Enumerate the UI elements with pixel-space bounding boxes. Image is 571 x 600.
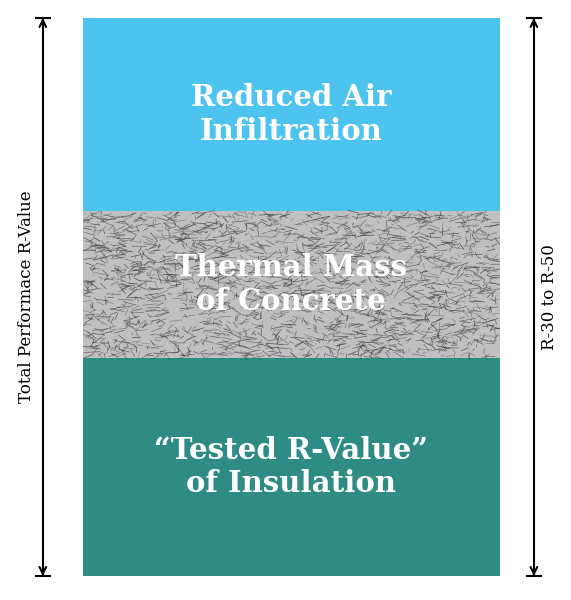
Text: R-30 to R-50: R-30 to R-50: [541, 244, 558, 350]
Bar: [83, 18, 500, 211]
Text: Thermal Mass
of Concrete: Thermal Mass of Concrete: [175, 253, 407, 316]
Text: Total Performace R-Value: Total Performace R-Value: [18, 191, 35, 403]
Text: Reduced Air
Infiltration: Reduced Air Infiltration: [191, 83, 392, 146]
Bar: [83, 358, 500, 576]
Text: “Tested R-Value”
of Insulation: “Tested R-Value” of Insulation: [154, 436, 428, 499]
Bar: [83, 211, 500, 358]
